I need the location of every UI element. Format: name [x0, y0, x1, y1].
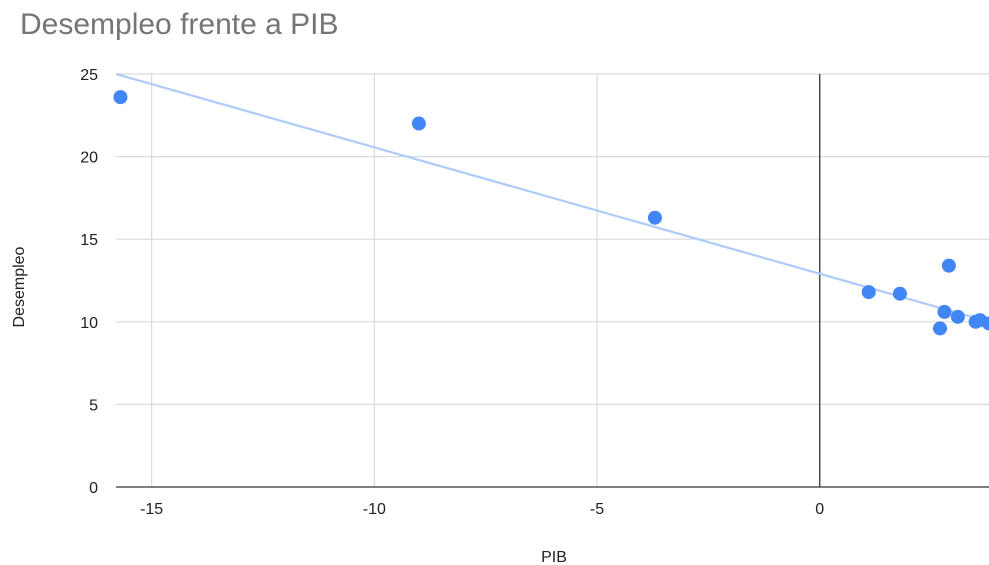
x-axis-label: PIB [541, 549, 567, 565]
x-tick-label: -15 [140, 501, 163, 518]
x-tick-label: -10 [363, 501, 386, 518]
y-tick-label: 25 [80, 67, 98, 84]
data-point [892, 286, 907, 301]
data-point [861, 285, 876, 300]
x-tick-label: 0 [815, 501, 824, 518]
gridlines [116, 73, 989, 487]
y-tick-label: 5 [89, 397, 98, 414]
y-tick-label: 10 [80, 315, 98, 332]
y-tick-label: 0 [89, 480, 98, 497]
data-point [982, 316, 989, 331]
data-point [113, 90, 128, 105]
trendline-layer [115, 72, 989, 323]
tick-labels: 0 5 10 15 20 25 -15 -10 -5 0 [80, 67, 824, 518]
data-point [950, 309, 965, 324]
data-point [647, 210, 662, 225]
data-point [933, 321, 948, 336]
x-tick-label: -5 [590, 501, 604, 518]
y-axis-label: Desempleo [11, 246, 28, 327]
data-point [411, 116, 426, 131]
y-tick-label: 20 [80, 150, 98, 167]
trendline [115, 72, 989, 323]
data-point [941, 258, 956, 273]
axes [116, 74, 989, 488]
chart-title: Desempleo frente a PIB [20, 8, 339, 41]
y-tick-label: 15 [80, 232, 98, 249]
data-points [113, 90, 989, 336]
data-point [937, 304, 952, 319]
